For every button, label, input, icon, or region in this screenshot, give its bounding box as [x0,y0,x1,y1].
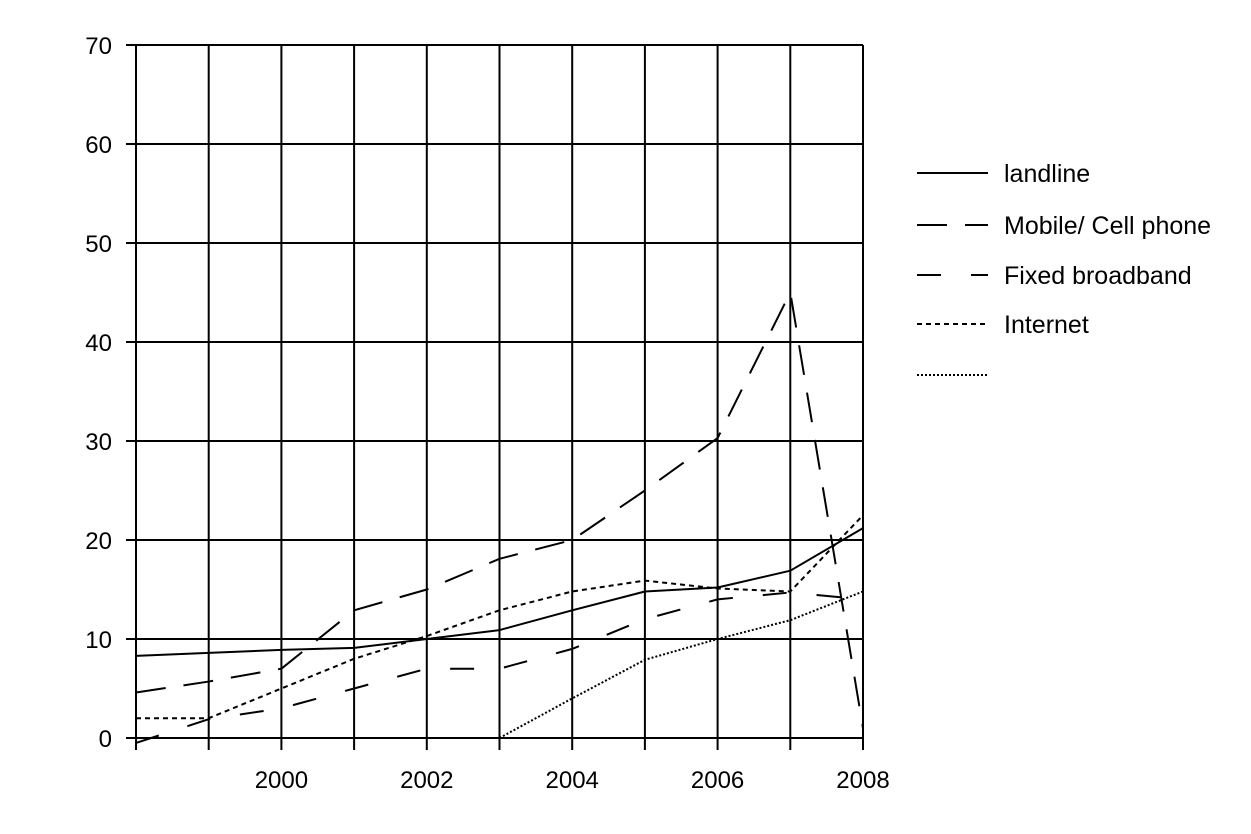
legend: landline Mobile/ Cell phone Fixed broadban… [917,160,1211,376]
legend-label-3: Fixed broadband [1004,262,1192,290]
series-line-2 [135,291,864,729]
y-tick-label: 10 [85,627,112,654]
x-tick-label: 2008 [836,767,889,794]
legend-label-4: Internet [1004,311,1089,339]
y-tick-label: 70 [85,33,112,60]
legend-label-1: landline [1004,160,1090,188]
legend-label-2: Mobile/ Cell phone [1004,212,1211,240]
y-tick-label: 50 [85,231,112,258]
x-tick-label: 2002 [400,767,453,794]
x-tick-label: 2006 [691,767,744,794]
series-line-1 [135,527,864,657]
y-tick-label: 20 [85,528,112,555]
series-line-3 [135,591,864,744]
x-tick-label: 2004 [546,767,599,794]
y-tick-label: 30 [85,429,112,456]
y-tick-label: 0 [99,726,112,753]
grid [126,44,864,750]
x-tick-label: 2000 [255,767,308,794]
y-tick-label: 60 [85,132,112,159]
series-lines [135,291,864,744]
y-tick-label: 40 [85,330,112,357]
series-line-5 [499,590,864,739]
axes: 0 10 20 30 40 50 60 70 2000 2002 2004 2006 2008 [85,33,889,794]
